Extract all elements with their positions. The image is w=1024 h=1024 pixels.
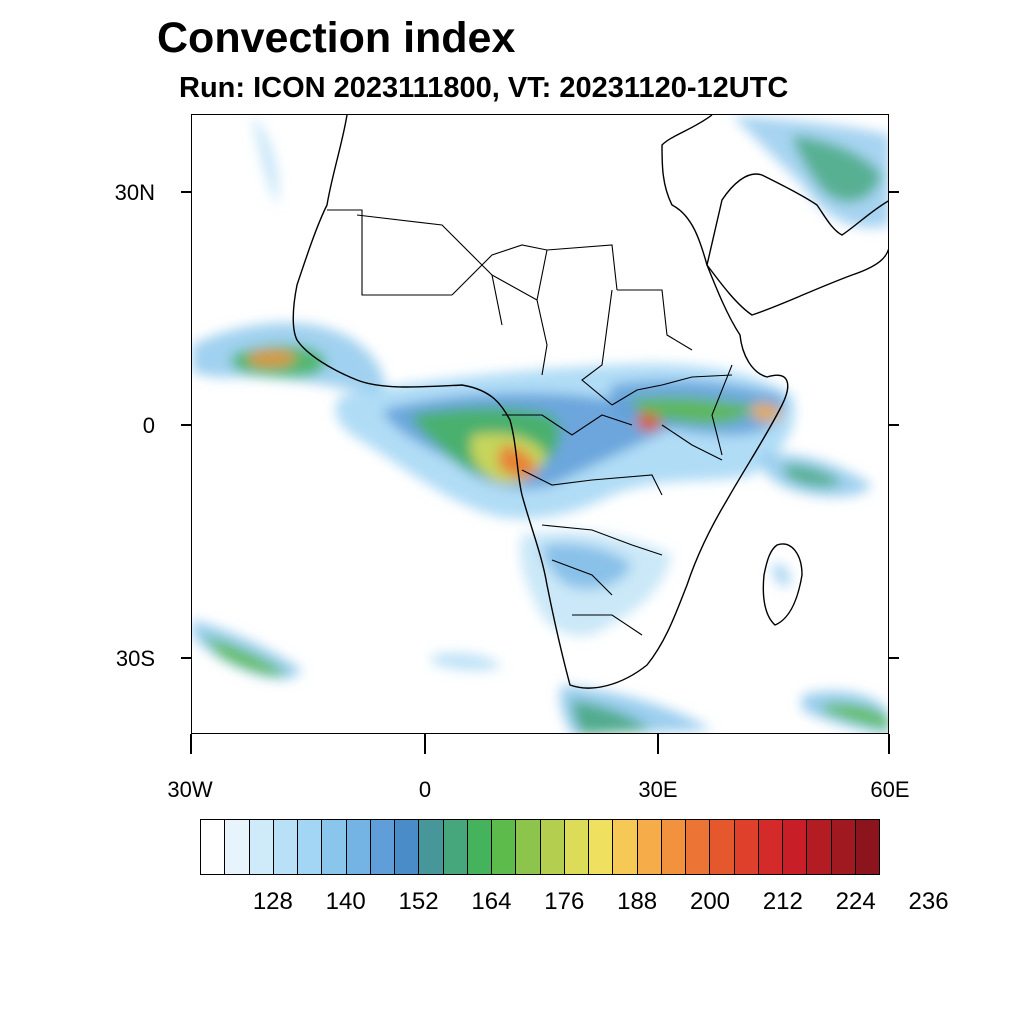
- colorbar-swatch: [467, 820, 492, 874]
- colorbar-tick-label: 164: [471, 888, 512, 915]
- colorbar-tick-label: 188: [617, 888, 658, 915]
- colorbar-tick-label: 176: [544, 888, 585, 915]
- colorbar-swatch: [661, 820, 686, 874]
- colorbar-swatch: [637, 820, 662, 874]
- colorbar-swatch: [419, 820, 444, 874]
- lon-tick-60e: [888, 734, 890, 754]
- colorbar-swatch: [758, 820, 783, 874]
- colorbar-swatch: [395, 820, 420, 874]
- colorbar-tick-label: 152: [398, 888, 439, 915]
- lat-tick-30s-right: [889, 657, 899, 659]
- colorbar-swatch: [273, 820, 298, 874]
- colorbar: [200, 819, 880, 875]
- colorbar-swatch: [492, 820, 517, 874]
- map-svg: [192, 115, 888, 733]
- colorbar-swatch: [710, 820, 735, 874]
- coastlines: [292, 115, 888, 689]
- colorbar-swatch: [783, 820, 808, 874]
- colorbar-swatch: [249, 820, 274, 874]
- colorbar-tick-label: 224: [835, 888, 876, 915]
- map-frame: [191, 114, 889, 734]
- country-borders: [327, 209, 733, 636]
- lat-label-0: 0: [142, 413, 155, 438]
- colorbar-swatch: [734, 820, 759, 874]
- colorbar-swatch: [613, 820, 638, 874]
- colorbar-swatch: [322, 820, 347, 874]
- lon-label-30e: 30E: [638, 777, 678, 802]
- colorbar-swatch: [346, 820, 371, 874]
- colorbar-tick-label: 128: [252, 888, 293, 915]
- chart-title: Convection index: [157, 14, 516, 62]
- colorbar-tick-label: 200: [689, 888, 731, 915]
- lon-tick-30e: [657, 734, 659, 754]
- colorbar-swatch: [516, 820, 541, 874]
- colorbar-tick-label: 140: [325, 888, 366, 915]
- lat-tick-0-right: [889, 424, 899, 426]
- lat-tick-30n-right: [889, 191, 899, 193]
- colorbar-swatch: [686, 820, 711, 874]
- colorbar-swatch: [225, 820, 250, 874]
- colorbar-tick-label: 212: [762, 888, 803, 915]
- lon-label-30w: 30W: [167, 777, 213, 802]
- colorbar-swatch: [370, 820, 395, 874]
- lat-label-30n: 30N: [114, 180, 155, 205]
- colorbar-swatch: [540, 820, 565, 874]
- colorbar-swatch: [201, 820, 226, 874]
- lat-label-30s: 30S: [115, 646, 155, 671]
- lon-tick-0: [424, 734, 426, 754]
- colorbar-swatch: [298, 820, 323, 874]
- lon-tick-30w: [190, 734, 192, 754]
- colorbar-swatch: [807, 820, 832, 874]
- colorbar-swatch: [564, 820, 589, 874]
- colorbar-swatch: [443, 820, 468, 874]
- colorbar-swatch: [831, 820, 856, 874]
- colorbar-swatch: [855, 820, 879, 874]
- lon-label-60e: 60E: [870, 777, 910, 802]
- chart-subtitle: Run: ICON 2023111800, VT: 20231120-12UTC: [179, 72, 789, 104]
- colorbar-swatch: [589, 820, 614, 874]
- lat-tick-30s: [181, 657, 191, 659]
- convection-field: [192, 115, 888, 733]
- lat-tick-30n: [181, 191, 191, 193]
- lon-label-0: 0: [418, 777, 432, 802]
- colorbar-tick-label: 236: [908, 888, 949, 915]
- lat-tick-0: [181, 424, 191, 426]
